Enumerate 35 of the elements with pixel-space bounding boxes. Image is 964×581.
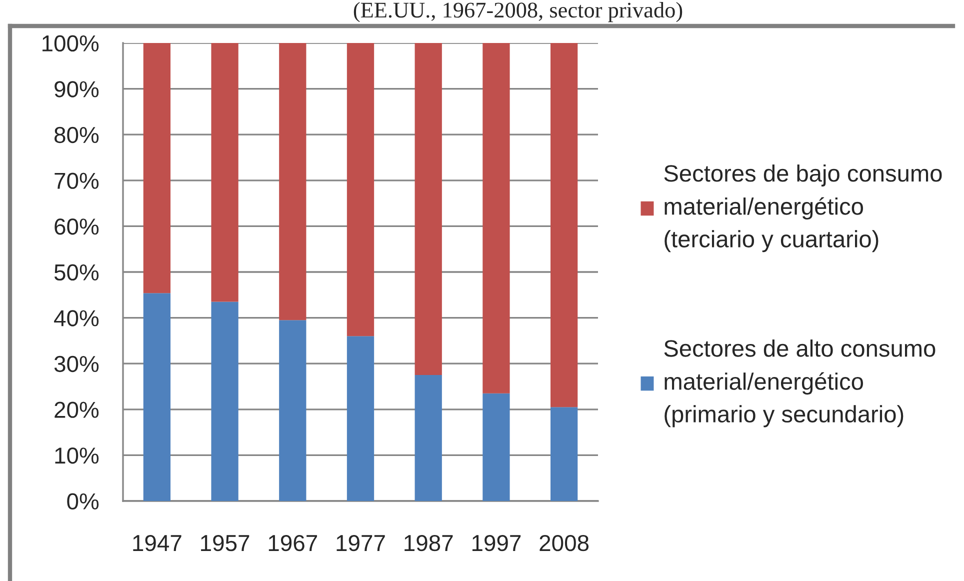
y-tick-label: 20%: [54, 402, 99, 418]
y-tick-label: 50%: [54, 264, 99, 281]
x-tick-label: 2008: [540, 534, 589, 552]
y-tick-label: 90%: [54, 81, 99, 98]
bar: [279, 320, 306, 501]
y-tick-label: 10%: [55, 448, 99, 464]
x-tick-label: 1987: [404, 534, 453, 552]
y-tick-label: 0%: [67, 493, 99, 510]
bar: [414, 43, 442, 376]
bar: [550, 43, 578, 408]
bar: [550, 407, 578, 501]
y-tick-label: 100%: [42, 35, 99, 52]
legend-label: Sectores de alto consumo material/energético (primario y secundario): [664, 339, 936, 428]
bar: [211, 43, 238, 302]
x-tick-label: 1997: [472, 534, 521, 552]
bar: [482, 43, 510, 394]
y-tick-label: 30%: [54, 356, 99, 372]
y-tick-label: 40%: [54, 310, 99, 326]
y-tick-label: 60%: [54, 218, 99, 235]
bar: [346, 43, 374, 336]
bar: [279, 43, 306, 320]
x-tick-label: 1977: [336, 534, 385, 552]
bar: [143, 43, 170, 294]
y-tick-label: 70%: [54, 172, 99, 189]
y-tick-label: 80%: [54, 126, 99, 144]
bar: [346, 336, 374, 501]
legend-label: Sectores de bajo consumo material/energético (terciario y cuartario): [664, 164, 942, 252]
x-tick-label: 1957: [201, 534, 250, 552]
chart-title: (EE.UU., 1967-2008, sector privado): [354, 2, 682, 22]
bar: [211, 302, 238, 501]
bar: [414, 375, 442, 501]
x-tick-label: 1947: [133, 534, 182, 552]
x-tick-label: 1967: [268, 534, 317, 552]
bar: [143, 293, 170, 501]
bar: [482, 393, 510, 501]
